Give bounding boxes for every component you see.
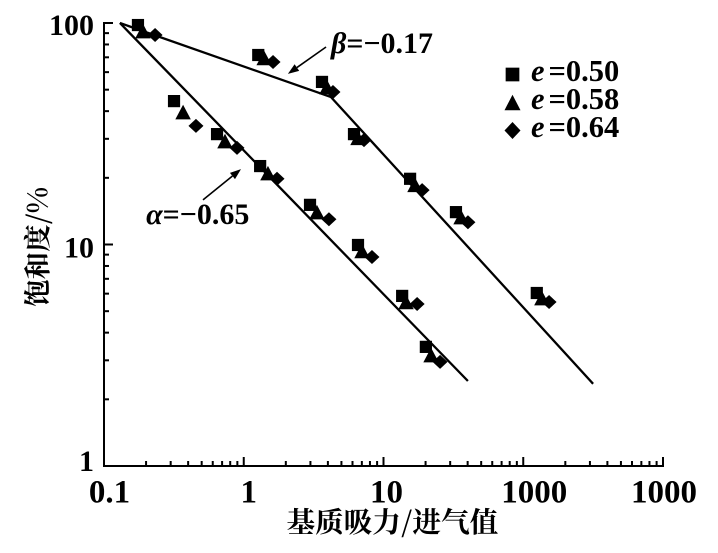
x-tick-label: 1000: [501, 475, 567, 511]
point-square-3: [254, 159, 267, 173]
y-tick-label: 10: [64, 232, 94, 265]
annotation-arrow-head: [229, 169, 242, 180]
legend-label: e =0.64: [531, 110, 619, 144]
annotation-label: α=−0.65: [146, 198, 249, 231]
point-triangle-2: [217, 133, 233, 149]
legend-label: e =0.50: [531, 54, 619, 88]
legend-value: =0.50: [549, 54, 620, 88]
point-diamond-8: [265, 54, 281, 69]
legend-symbol-e: e: [531, 54, 545, 88]
annotation-value: =−0.65: [163, 198, 250, 231]
point-diamond-11: [414, 183, 430, 198]
series-square: [131, 18, 543, 353]
point-diamond-5: [364, 250, 380, 265]
annotation-layer: β=−0.17 α=−0.65: [146, 27, 433, 231]
point-diamond-9: [325, 85, 341, 100]
point-diamond-4: [321, 212, 337, 227]
point-square-4: [303, 198, 317, 211]
legend-entry: e =0.58: [504, 82, 619, 116]
legend-symbol-e: e: [531, 82, 545, 116]
legend-marker-triangle: [504, 94, 521, 111]
legend-symbol-e: e: [531, 110, 545, 144]
point-square-2: [210, 128, 224, 141]
legend-value: =0.58: [549, 82, 620, 116]
y-axis-title: [23, 187, 53, 307]
x-tick-label: 10: [370, 475, 403, 511]
annotation-greek-letter: α: [146, 198, 163, 231]
annotation-label: β=−0.17: [330, 27, 433, 60]
point-triangle-7: [423, 347, 439, 363]
point-diamond-6: [409, 296, 425, 311]
annotation-greek-letter: β: [330, 27, 347, 60]
legend: e =0.50e =0.58e =0.64: [504, 54, 619, 144]
point-diamond-3: [269, 171, 285, 186]
point-diamond-13: [541, 295, 557, 310]
point-diamond-1: [188, 118, 204, 133]
annotation-arrow-shaft: [296, 46, 327, 69]
y-tick-label: 1: [79, 445, 94, 478]
point-triangle-1: [175, 104, 191, 120]
alpha-line: [119, 22, 469, 382]
point-triangle-6: [398, 294, 414, 310]
annotation-arrow-head: [287, 64, 300, 74]
point-diamond-2: [229, 140, 245, 155]
legend-label: e =0.58: [531, 82, 619, 116]
point-triangle-4: [309, 204, 325, 220]
legend-entry: e =0.50: [505, 54, 619, 88]
annotation-arrow-shaft: [202, 175, 233, 201]
legend-entry: e =0.64: [504, 110, 619, 144]
x-tick-label: 0.1: [89, 475, 130, 511]
x-tick-label: 1: [241, 475, 258, 511]
point-triangle-5: [354, 243, 370, 259]
y-tick-label: 100: [49, 9, 94, 42]
point-square-7: [419, 340, 432, 353]
legend-marker-diamond: [504, 122, 521, 139]
point-diamond-0: [147, 27, 163, 42]
annotation-value: =−0.17: [346, 27, 433, 60]
legend-value: =0.64: [549, 110, 620, 144]
x-tick-label: 1000: [631, 475, 697, 511]
point-diamond-10: [356, 133, 372, 148]
point-triangle-0: [135, 23, 151, 39]
series-diamond: [147, 27, 557, 369]
point-square-1: [167, 95, 181, 108]
x-axis-title: [287, 507, 498, 538]
point-diamond-7: [432, 354, 448, 369]
point-diamond-12: [460, 215, 476, 230]
data-layer: [119, 18, 594, 385]
legend-marker-square: [505, 67, 520, 82]
